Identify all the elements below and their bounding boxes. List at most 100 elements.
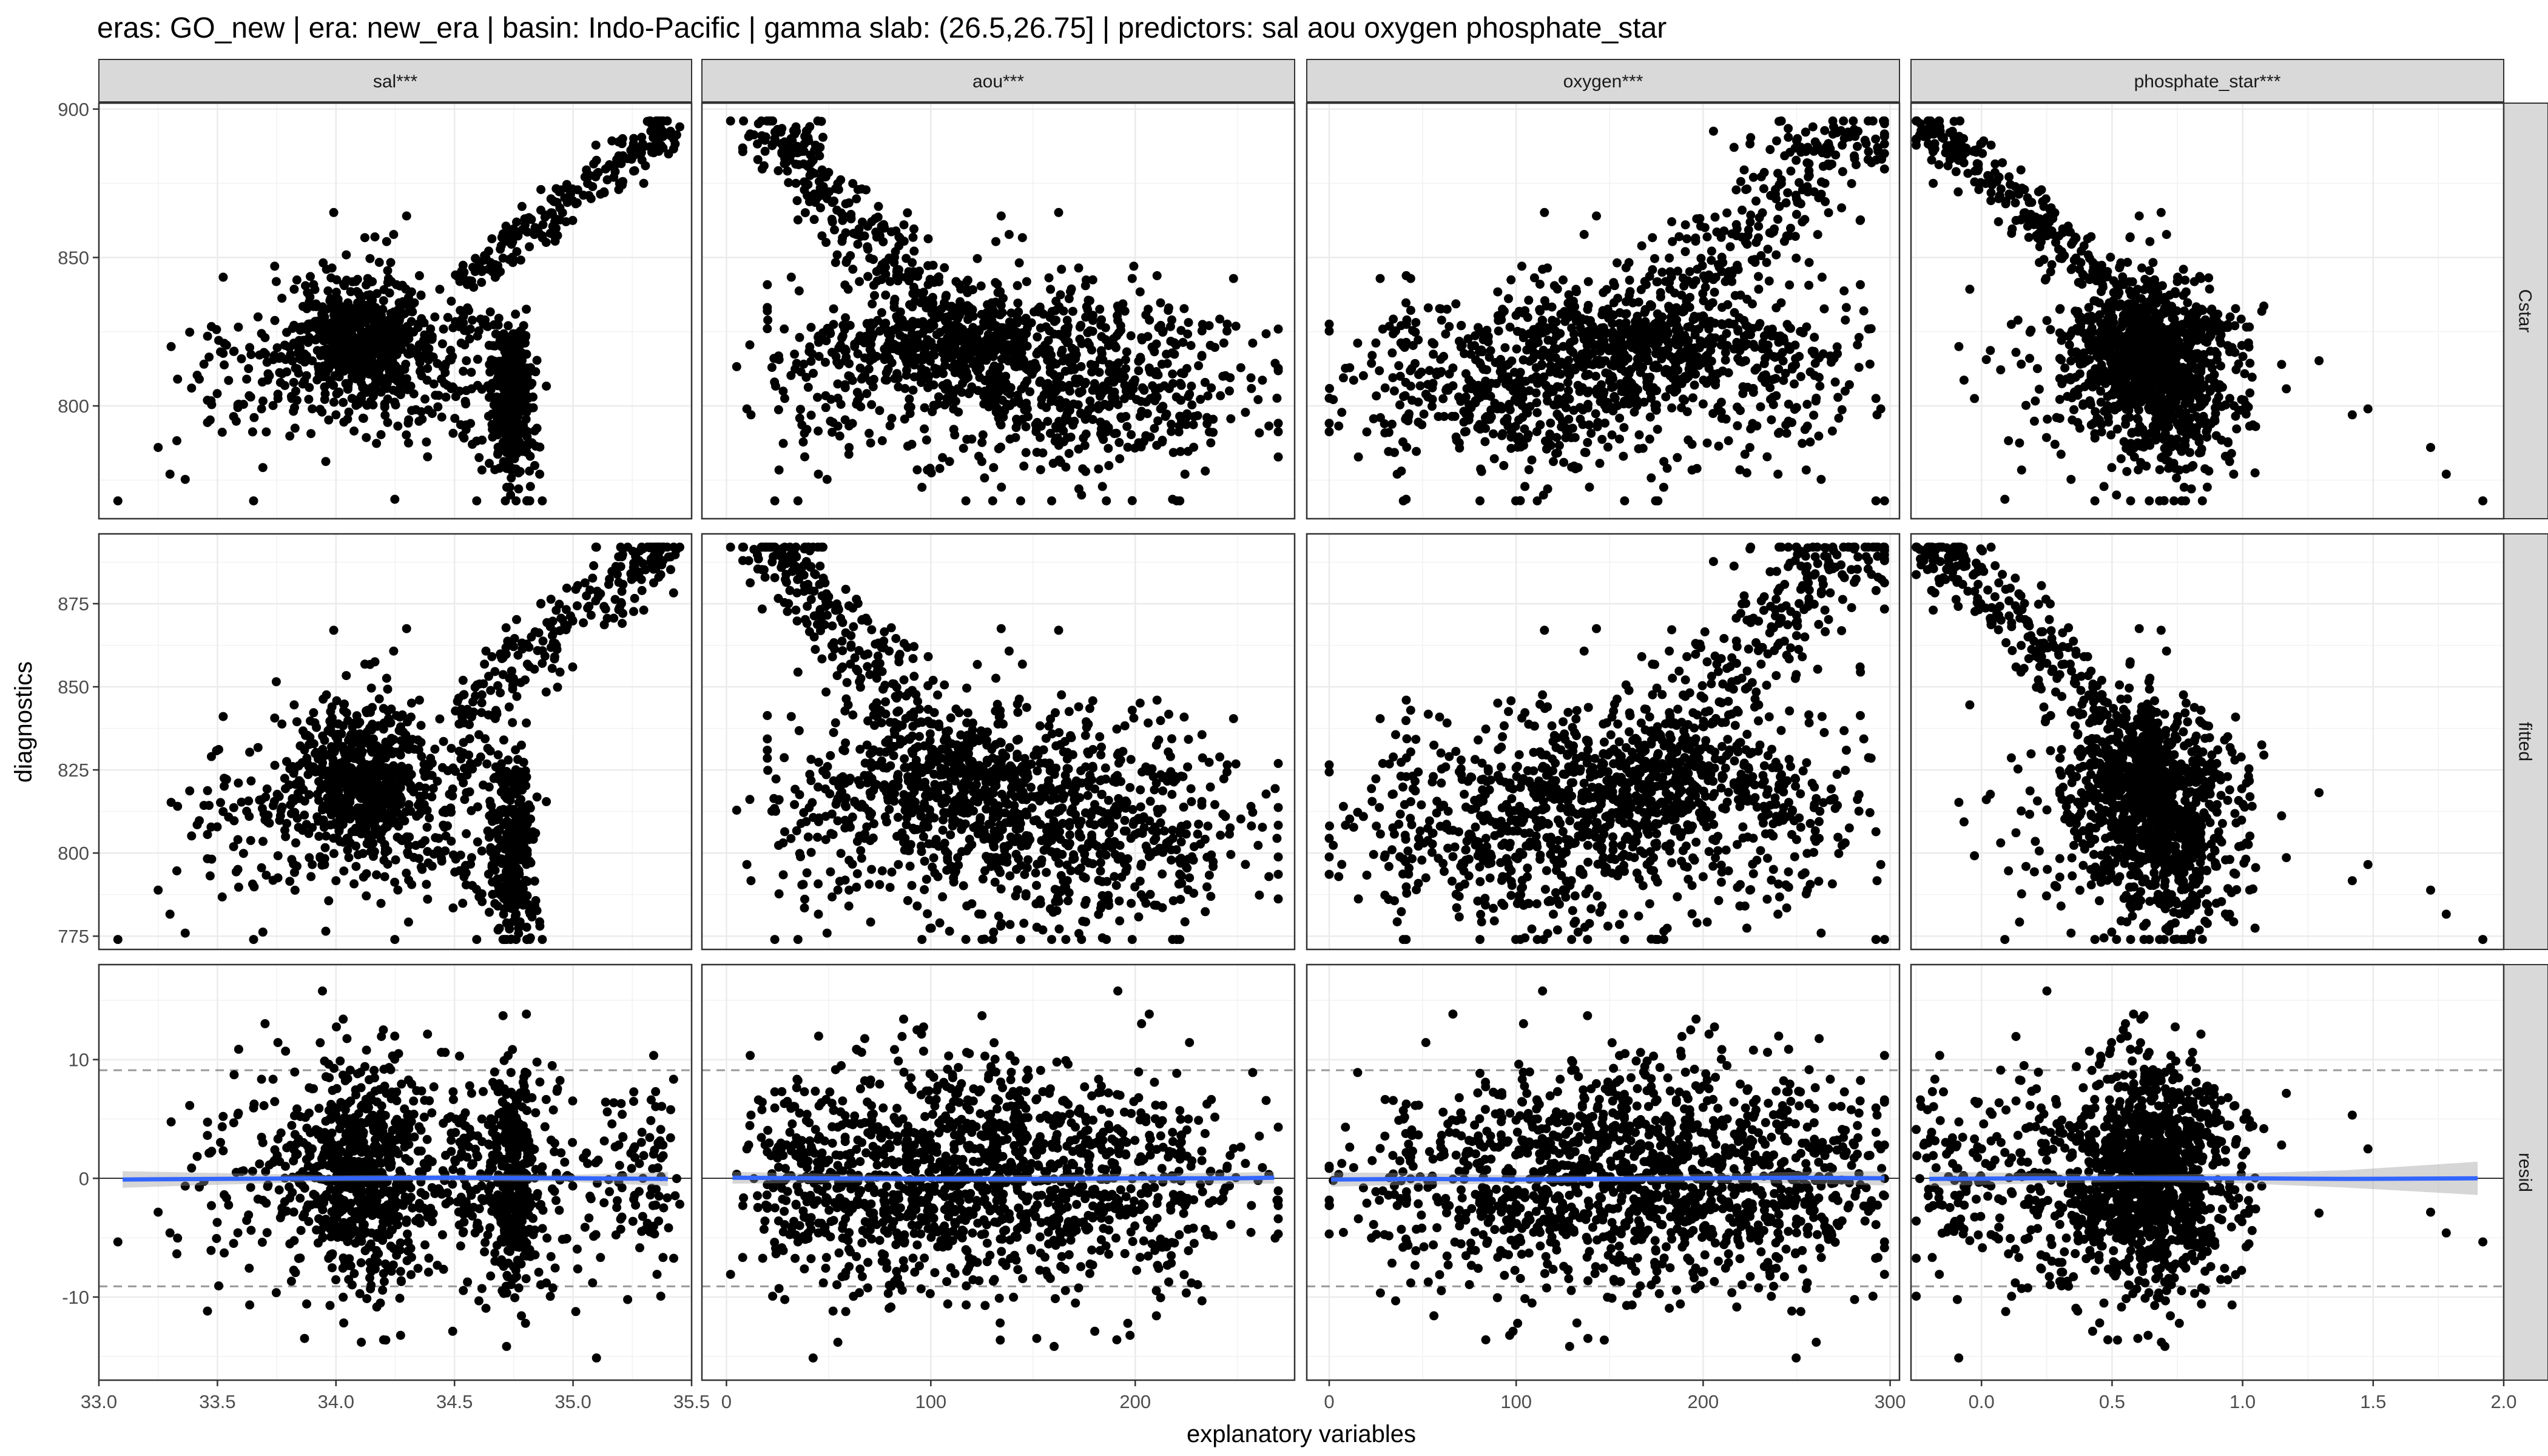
data-point bbox=[1739, 165, 1749, 175]
data-point bbox=[2229, 470, 2239, 479]
data-point bbox=[1535, 420, 1545, 430]
data-point bbox=[1591, 409, 1600, 419]
data-point bbox=[2242, 322, 2251, 332]
data-point bbox=[494, 314, 504, 323]
data-point bbox=[1810, 137, 1820, 147]
data-point bbox=[1412, 447, 1421, 456]
data-point bbox=[1065, 386, 1074, 396]
data-point bbox=[774, 166, 783, 175]
data-point bbox=[521, 442, 530, 452]
data-point bbox=[1537, 360, 1546, 369]
data-point bbox=[389, 351, 399, 361]
data-point bbox=[357, 313, 366, 323]
data-point bbox=[512, 420, 522, 430]
data-point bbox=[786, 272, 796, 282]
data-point bbox=[1657, 268, 1667, 277]
data-point bbox=[1021, 422, 1031, 431]
data-point bbox=[522, 228, 532, 237]
data-point bbox=[827, 217, 837, 227]
data-point bbox=[831, 258, 840, 268]
data-point bbox=[508, 258, 517, 268]
data-point bbox=[1518, 355, 1528, 365]
data-point bbox=[305, 297, 314, 307]
data-point bbox=[314, 316, 323, 326]
data-point bbox=[821, 391, 831, 400]
data-point bbox=[1583, 400, 1593, 409]
data-point bbox=[1603, 442, 1613, 452]
data-point bbox=[1104, 443, 1113, 453]
data-point bbox=[930, 363, 940, 373]
data-point bbox=[374, 328, 383, 337]
data-point bbox=[287, 394, 297, 403]
data-point bbox=[1384, 447, 1394, 456]
data-point bbox=[366, 369, 376, 379]
data-point bbox=[1698, 399, 1708, 409]
data-point bbox=[766, 116, 776, 126]
data-point bbox=[822, 474, 832, 484]
data-point bbox=[930, 401, 940, 411]
data-point bbox=[2134, 211, 2144, 221]
data-point bbox=[462, 386, 471, 396]
data-point bbox=[1241, 408, 1250, 417]
data-point bbox=[1036, 433, 1045, 442]
data-point bbox=[1597, 380, 1606, 389]
data-point bbox=[1120, 380, 1130, 390]
data-point bbox=[1586, 316, 1595, 325]
data-point bbox=[458, 260, 468, 270]
data-point bbox=[976, 281, 986, 291]
data-point bbox=[1809, 410, 1819, 420]
data-point bbox=[2017, 465, 2026, 475]
data-point bbox=[1630, 390, 1639, 399]
data-point bbox=[1518, 413, 1528, 422]
data-point bbox=[988, 496, 997, 506]
data-point bbox=[800, 208, 810, 218]
data-point bbox=[1998, 158, 2007, 167]
data-point bbox=[1135, 287, 1145, 297]
data-point bbox=[347, 394, 357, 403]
data-point bbox=[867, 400, 877, 410]
data-point bbox=[841, 228, 851, 238]
data-point bbox=[630, 145, 639, 154]
data-point bbox=[246, 350, 256, 359]
data-point bbox=[1815, 382, 1825, 391]
data-point bbox=[1072, 379, 1082, 388]
data-point bbox=[1380, 383, 1390, 393]
data-point bbox=[1165, 322, 1175, 331]
data-point bbox=[1527, 374, 1537, 384]
data-point bbox=[1494, 326, 1503, 336]
data-point bbox=[1016, 496, 1025, 506]
data-point bbox=[473, 380, 482, 390]
data-point bbox=[448, 382, 457, 392]
data-point bbox=[327, 299, 337, 309]
data-point bbox=[214, 335, 223, 345]
data-point bbox=[1134, 366, 1144, 376]
data-point bbox=[1162, 349, 1171, 359]
data-point bbox=[378, 305, 388, 314]
data-point bbox=[1765, 228, 1774, 238]
data-point bbox=[1504, 294, 1513, 303]
data-point bbox=[1045, 326, 1054, 335]
data-point bbox=[1161, 411, 1170, 421]
data-point bbox=[1879, 496, 1889, 506]
data-point bbox=[1784, 399, 1793, 409]
data-point bbox=[1194, 361, 1204, 371]
data-point bbox=[1678, 274, 1688, 283]
data-point bbox=[1261, 329, 1271, 339]
data-point bbox=[1178, 337, 1188, 347]
data-point bbox=[420, 394, 430, 404]
data-point bbox=[1795, 352, 1804, 361]
data-point bbox=[916, 369, 926, 379]
data-point bbox=[388, 374, 397, 383]
data-point bbox=[322, 265, 331, 274]
data-point bbox=[893, 342, 903, 351]
facet-strip-label-fitted: fitted bbox=[2515, 722, 2535, 761]
data-point bbox=[1548, 386, 1558, 396]
data-point bbox=[1684, 364, 1694, 374]
data-point bbox=[380, 402, 389, 412]
data-point bbox=[879, 352, 889, 362]
data-point bbox=[1076, 320, 1086, 330]
data-point bbox=[416, 365, 426, 375]
data-point bbox=[374, 258, 384, 267]
panel-Cstar-phosphate_star bbox=[1910, 102, 2505, 520]
